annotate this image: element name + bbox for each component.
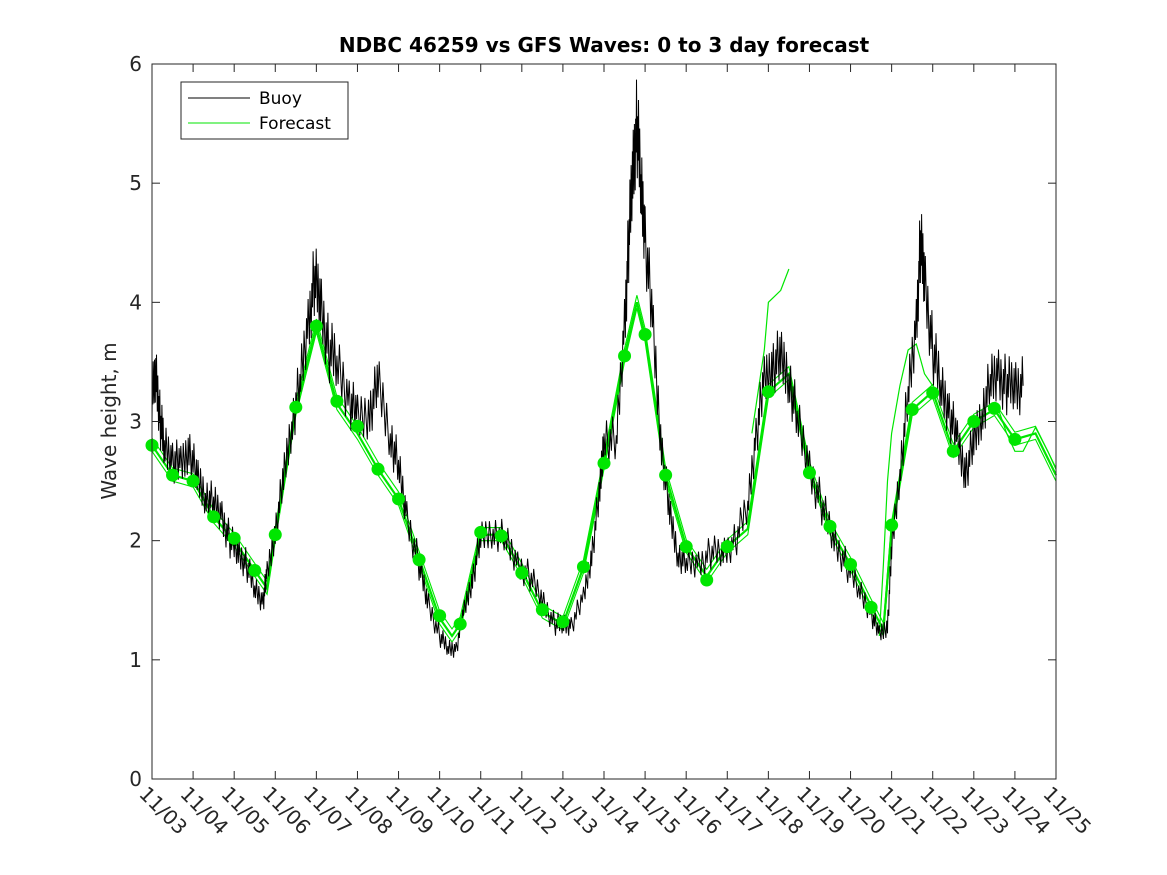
forecast-marker (556, 615, 570, 629)
forecast-marker (802, 466, 816, 480)
forecast-marker (371, 462, 385, 476)
forecast-marker (330, 394, 344, 408)
forecast-marker (515, 566, 529, 580)
forecast-marker (289, 400, 303, 414)
y-tick-label: 2 (129, 529, 142, 553)
forecast-marker (700, 573, 714, 587)
forecast-marker (248, 563, 262, 577)
y-tick-label: 5 (129, 171, 142, 195)
forecast-marker (679, 540, 693, 554)
forecast-marker (392, 492, 406, 506)
forecast-marker (761, 385, 775, 399)
forecast-marker (227, 531, 241, 545)
forecast-marker (453, 617, 467, 631)
forecast-marker (987, 401, 1001, 415)
legend-buoy-label: Buoy (259, 89, 302, 109)
chart-title: NDBC 46259 vs GFS Waves: 0 to 3 day fore… (339, 33, 870, 57)
forecast-spread-line (751, 268, 790, 434)
forecast-marker (618, 349, 632, 363)
forecast-marker (946, 444, 960, 458)
legend-box (180, 81, 349, 140)
plot-area (145, 79, 1057, 658)
y-tick-label: 4 (129, 290, 142, 314)
forecast-marker (638, 328, 652, 342)
forecast-marker (597, 456, 611, 470)
y-tick-label: 1 (129, 648, 142, 672)
forecast-marker (659, 468, 673, 482)
forecast-marker (207, 510, 221, 524)
forecast-marker (186, 474, 200, 488)
forecast-marker (433, 609, 447, 623)
forecast-marker (720, 540, 734, 554)
forecast-marker (823, 519, 837, 533)
forecast-marker (864, 600, 878, 614)
y-axis-label: Wave height, m (97, 342, 121, 499)
forecast-marker (885, 518, 899, 532)
legend-forecast-label: Forecast (259, 114, 331, 134)
forecast-marker (535, 603, 549, 617)
forecast-marker (844, 558, 858, 571)
forecast-marker (576, 560, 590, 574)
forecast-marker (494, 529, 508, 543)
y-tick-label: 0 (129, 767, 142, 791)
forecast-spread-line (878, 343, 934, 637)
forecast-marker (926, 386, 940, 400)
forecast-marker (1008, 432, 1022, 446)
forecast-marker (412, 553, 426, 567)
y-tick-label: 3 (129, 410, 142, 434)
legend: Buoy Forecast (180, 81, 349, 140)
forecast-marker (474, 525, 488, 539)
forecast-marker (268, 528, 282, 542)
forecast-marker (309, 319, 323, 333)
forecast-marker (350, 419, 364, 433)
forecast-marker (967, 415, 981, 428)
forecast-marker (166, 468, 180, 482)
y-tick-label: 6 (129, 52, 142, 76)
forecast-marker (905, 403, 919, 417)
